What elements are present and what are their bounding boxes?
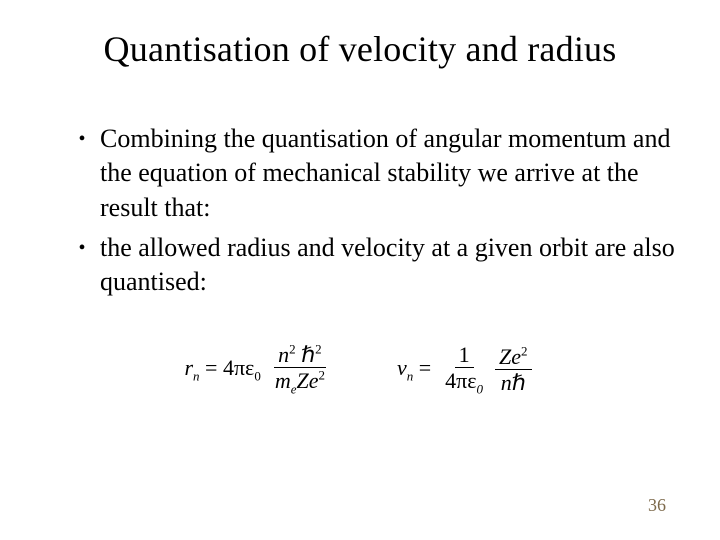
eq-sup: 2 (521, 343, 528, 358)
equation-velocity: vn = 1 4πε0 Ze2 nℏ (397, 342, 536, 398)
bullet-text: the allowed radius and velocity at a giv… (100, 231, 676, 300)
eq-var: v (397, 355, 407, 380)
fraction: n2 ℏ2 meZe2 (271, 342, 329, 398)
eq-sub: 0 (254, 368, 261, 383)
list-item: • the allowed radius and velocity at a g… (64, 231, 676, 300)
eq-var: Ze (499, 344, 521, 369)
fraction: Ze2 nℏ (495, 344, 532, 396)
bullet-text: Combining the quantisation of angular mo… (100, 122, 676, 225)
eq-coeff: 4πε (223, 355, 254, 380)
equation-radius: rn = 4πε0 n2 ℏ2 meZe2 (184, 342, 333, 398)
eq-var: m (275, 368, 291, 393)
bullet-dot-icon: • (64, 122, 100, 225)
eq-var: n (501, 370, 512, 395)
eq-num: 1 (455, 342, 474, 368)
bullet-dot-icon: • (64, 231, 100, 300)
eq-sup: 2 (289, 341, 296, 356)
eq-sub: 0 (477, 381, 484, 396)
eq-sup: 2 (315, 341, 322, 356)
eq-var: r (184, 355, 193, 380)
eq-var: ℏ (512, 370, 526, 395)
eq-var: n (278, 342, 289, 367)
bullet-list: • Combining the quantisation of angular … (64, 122, 676, 300)
eq-den: 4πε (445, 368, 476, 393)
slide-number: 36 (648, 495, 666, 516)
eq-var: Ze (296, 368, 318, 393)
eq-sub: n (407, 368, 414, 383)
list-item: • Combining the quantisation of angular … (64, 122, 676, 225)
equation-row: rn = 4πε0 n2 ℏ2 meZe2 vn = 1 4πε0 Z (44, 342, 676, 398)
eq-var: ℏ (301, 342, 315, 367)
slide-title: Quantisation of velocity and radius (44, 28, 676, 70)
fraction: 1 4πε0 (441, 342, 487, 398)
eq-sub: n (193, 368, 200, 383)
eq-sup: 2 (318, 368, 325, 383)
